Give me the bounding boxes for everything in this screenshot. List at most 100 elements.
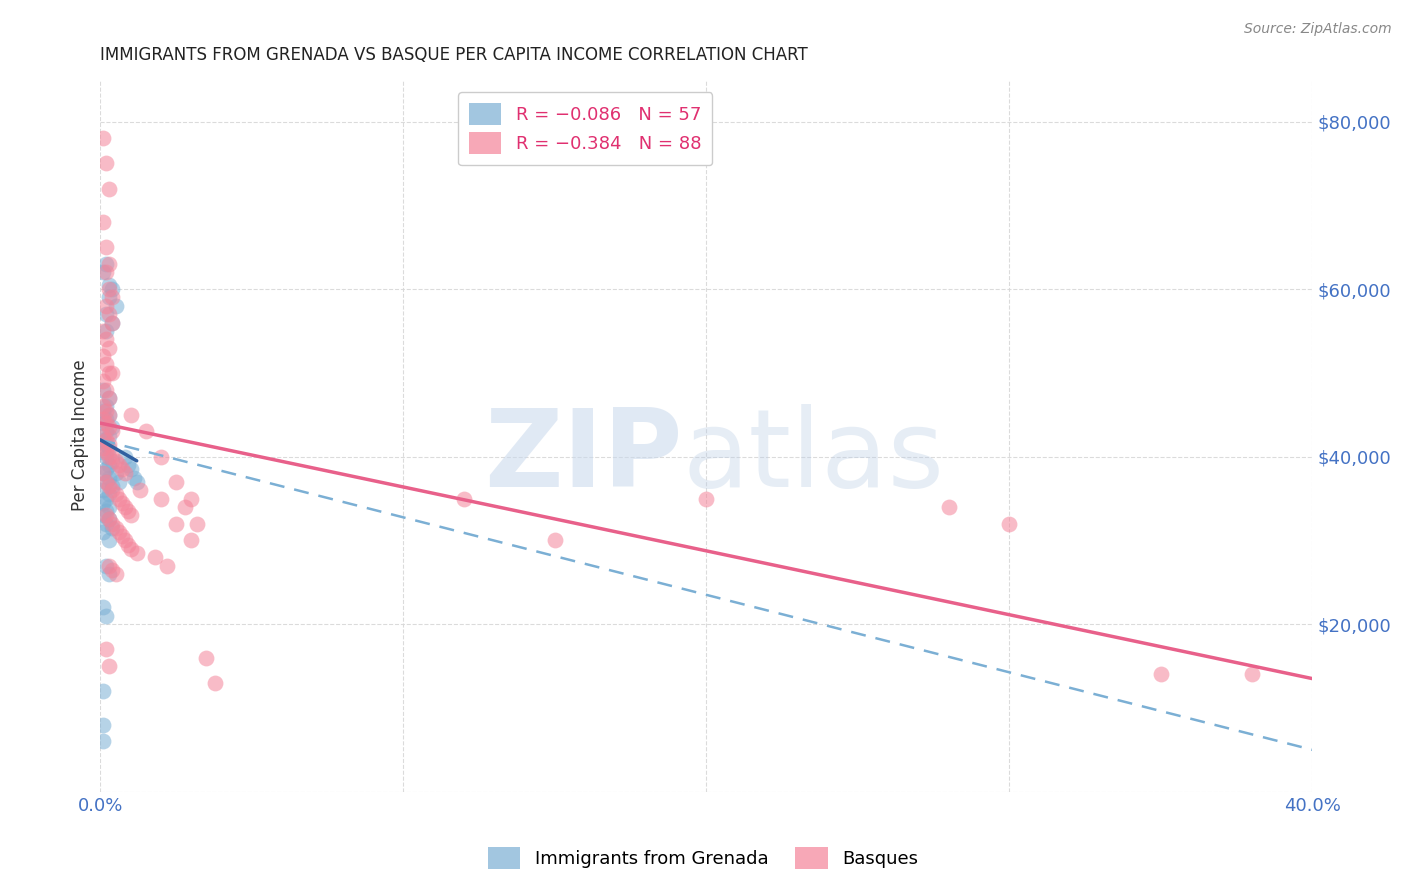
Point (98, 366, 121, 380)
Point (195, 650, 218, 665)
Point (96, 491, 118, 506)
Point (110, 496, 132, 510)
Point (98, 512, 121, 526)
Point (98, 566, 121, 581)
Point (93, 734, 115, 748)
Point (101, 316, 124, 330)
Point (107, 458, 129, 472)
Point (120, 541, 142, 556)
Point (101, 521, 124, 535)
Point (98, 512, 121, 526)
Point (98, 257, 121, 271)
Point (110, 462, 132, 476)
Point (98, 450, 121, 464)
Legend: Immigrants from Grenada, Basques: Immigrants from Grenada, Basques (478, 838, 928, 879)
Legend: R = −0.086   N = 57, R = −0.384   N = 88: R = −0.086 N = 57, R = −0.384 N = 88 (458, 92, 713, 165)
Point (93, 374, 115, 388)
Point (96, 445, 118, 459)
Point (180, 491, 202, 506)
Point (96, 516, 118, 531)
Point (96, 265, 118, 279)
Point (93, 467, 115, 481)
Point (101, 316, 124, 330)
Text: atlas: atlas (682, 404, 945, 510)
Point (98, 428, 121, 442)
Point (98, 181, 121, 195)
Point (120, 508, 142, 523)
Point (101, 483, 124, 497)
Point (96, 383, 118, 397)
Point (695, 491, 717, 506)
Text: Source: ZipAtlas.com: Source: ZipAtlas.com (1244, 22, 1392, 37)
Point (98, 442, 121, 456)
Point (98, 290, 121, 304)
Point (204, 675, 226, 690)
Point (96, 307, 118, 321)
Point (93, 717, 115, 731)
Point (135, 425, 157, 439)
Point (156, 558, 179, 573)
Point (101, 420, 124, 434)
Point (125, 475, 148, 489)
Point (96, 558, 118, 573)
Point (98, 500, 121, 514)
Point (98, 391, 121, 405)
Point (96, 433, 118, 447)
Point (114, 533, 136, 548)
Point (98, 458, 121, 472)
Point (98, 470, 121, 484)
Point (93, 215, 115, 229)
Point (101, 282, 124, 296)
Point (98, 487, 121, 501)
Point (93, 428, 115, 442)
Point (98, 277, 121, 292)
Text: ZIP: ZIP (484, 404, 682, 510)
Point (93, 416, 115, 430)
Point (938, 500, 960, 514)
Point (125, 546, 148, 560)
Text: IMMIGRANTS FROM GRENADA VS BASQUE PER CAPITA INCOME CORRELATION CHART: IMMIGRANTS FROM GRENADA VS BASQUE PER CA… (100, 46, 808, 64)
Point (93, 131, 115, 145)
Point (117, 538, 139, 552)
Point (98, 391, 121, 405)
Point (93, 383, 115, 397)
Point (96, 508, 118, 523)
Point (93, 684, 115, 698)
Point (104, 521, 127, 535)
Point (96, 642, 118, 657)
Point (93, 508, 115, 523)
Point (93, 600, 115, 615)
Point (104, 487, 127, 501)
Point (110, 529, 132, 543)
Point (114, 450, 136, 464)
Point (93, 324, 115, 338)
Point (93, 433, 115, 447)
Point (98, 437, 121, 451)
Point (93, 483, 115, 497)
Point (96, 358, 118, 372)
Point (104, 467, 127, 481)
Point (165, 475, 187, 489)
Point (180, 533, 202, 548)
Point (544, 533, 567, 548)
Point (96, 257, 118, 271)
Point (96, 450, 118, 464)
Point (101, 516, 124, 531)
Point (96, 504, 118, 518)
Point (96, 437, 118, 451)
Point (98, 282, 121, 296)
Point (101, 290, 124, 304)
Point (98, 533, 121, 548)
Point (174, 500, 197, 514)
Point (101, 366, 124, 380)
Point (93, 496, 115, 510)
Point (93, 524, 115, 539)
Point (96, 416, 118, 430)
Point (96, 240, 118, 254)
Point (104, 299, 127, 313)
Point (143, 550, 166, 565)
Point (107, 475, 129, 489)
Point (96, 475, 118, 489)
Point (104, 566, 127, 581)
Point (1240, 667, 1263, 681)
